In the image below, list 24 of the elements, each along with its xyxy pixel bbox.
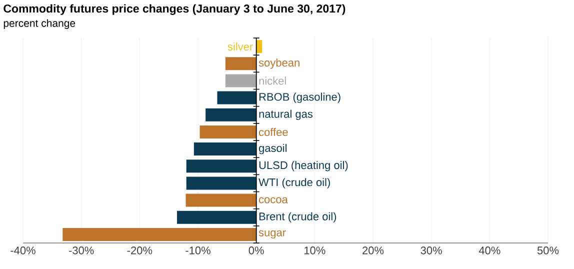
y-tick-label: coffee bbox=[259, 128, 288, 136]
y-tick-label: cocoa bbox=[259, 197, 288, 204]
y-tick-label: Brent (crude oil) bbox=[259, 212, 336, 222]
chart-title: Commodity futures price changes (January 3 to June 30, 2017) bbox=[4, 4, 346, 15]
x-tick-label: 10% bbox=[304, 246, 326, 254]
y-tick-label: silver bbox=[228, 42, 253, 51]
x-tick-label: 20% bbox=[362, 246, 384, 254]
y-tick-label: gasoil bbox=[258, 144, 287, 154]
y-tick-label: ULSD (heating oil) bbox=[259, 161, 348, 172]
x-tick-label: -20% bbox=[127, 246, 152, 254]
y-tick-label: RBOB (gasoline) bbox=[259, 92, 340, 103]
y-tick-label: WTI (crude oil) bbox=[258, 178, 330, 188]
y-tick-label: nickel bbox=[259, 76, 286, 85]
y-tick-label: sugar bbox=[258, 230, 286, 239]
x-tick-label: 40% bbox=[478, 246, 500, 254]
x-tick-label: 50% bbox=[537, 246, 559, 254]
x-tick-label: -10% bbox=[186, 246, 210, 254]
x-tick-label: 30% bbox=[420, 246, 442, 254]
y-tick-label: natural gas bbox=[259, 110, 313, 120]
y-tick-label: soybean bbox=[258, 58, 300, 69]
x-tick-label: -30% bbox=[68, 246, 94, 254]
x-tick-label: -40% bbox=[10, 246, 36, 254]
chart-subtitle: percent change bbox=[4, 19, 76, 29]
x-tick-label: 0% bbox=[248, 246, 264, 254]
